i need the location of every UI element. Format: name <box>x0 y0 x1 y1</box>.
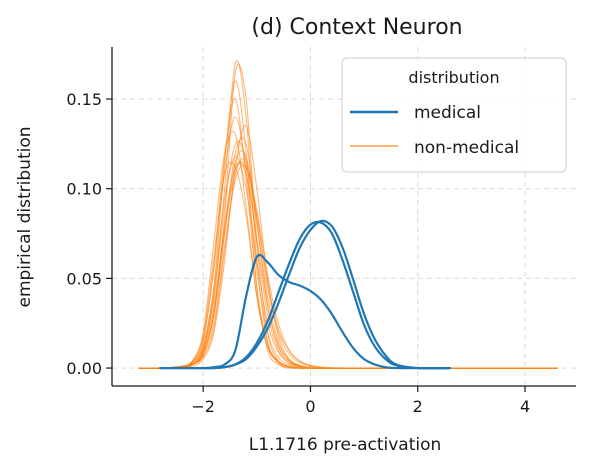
x-tick-label-2: 2 <box>413 397 423 416</box>
y-tick-label-3: 0.15 <box>66 90 102 109</box>
y-axis-label: empirical distribution <box>15 126 35 307</box>
y-tick-label-0: 0.00 <box>66 359 102 378</box>
x-tick-label-0: −2 <box>191 397 215 416</box>
axes-layer <box>111 47 576 387</box>
x-tick-label-3: 4 <box>520 397 530 416</box>
legend-title: distribution <box>408 68 499 87</box>
chart-title: (d) Context Neuron <box>251 15 462 40</box>
series-line-non-medical-9 <box>138 140 558 369</box>
y-tick-label-1: 0.05 <box>66 269 102 288</box>
x-axis-label: L1.1716 pre-activation <box>249 435 442 455</box>
legend-frame <box>341 57 567 173</box>
series-line-non-medical-10 <box>138 149 558 369</box>
legend-label-medical: medical <box>414 103 481 123</box>
y-tick-label-2: 0.10 <box>66 180 102 199</box>
series-layer <box>138 60 558 370</box>
series-line-medical-2 <box>159 253 452 370</box>
legend: distribution medical non-medical <box>341 57 567 173</box>
x-tick-label-1: 0 <box>305 397 315 416</box>
legend-label-non-medical: non-medical <box>414 138 519 158</box>
ticks-layer: −2 0 2 4 0.00 0.05 0.10 0.15 <box>66 90 530 416</box>
